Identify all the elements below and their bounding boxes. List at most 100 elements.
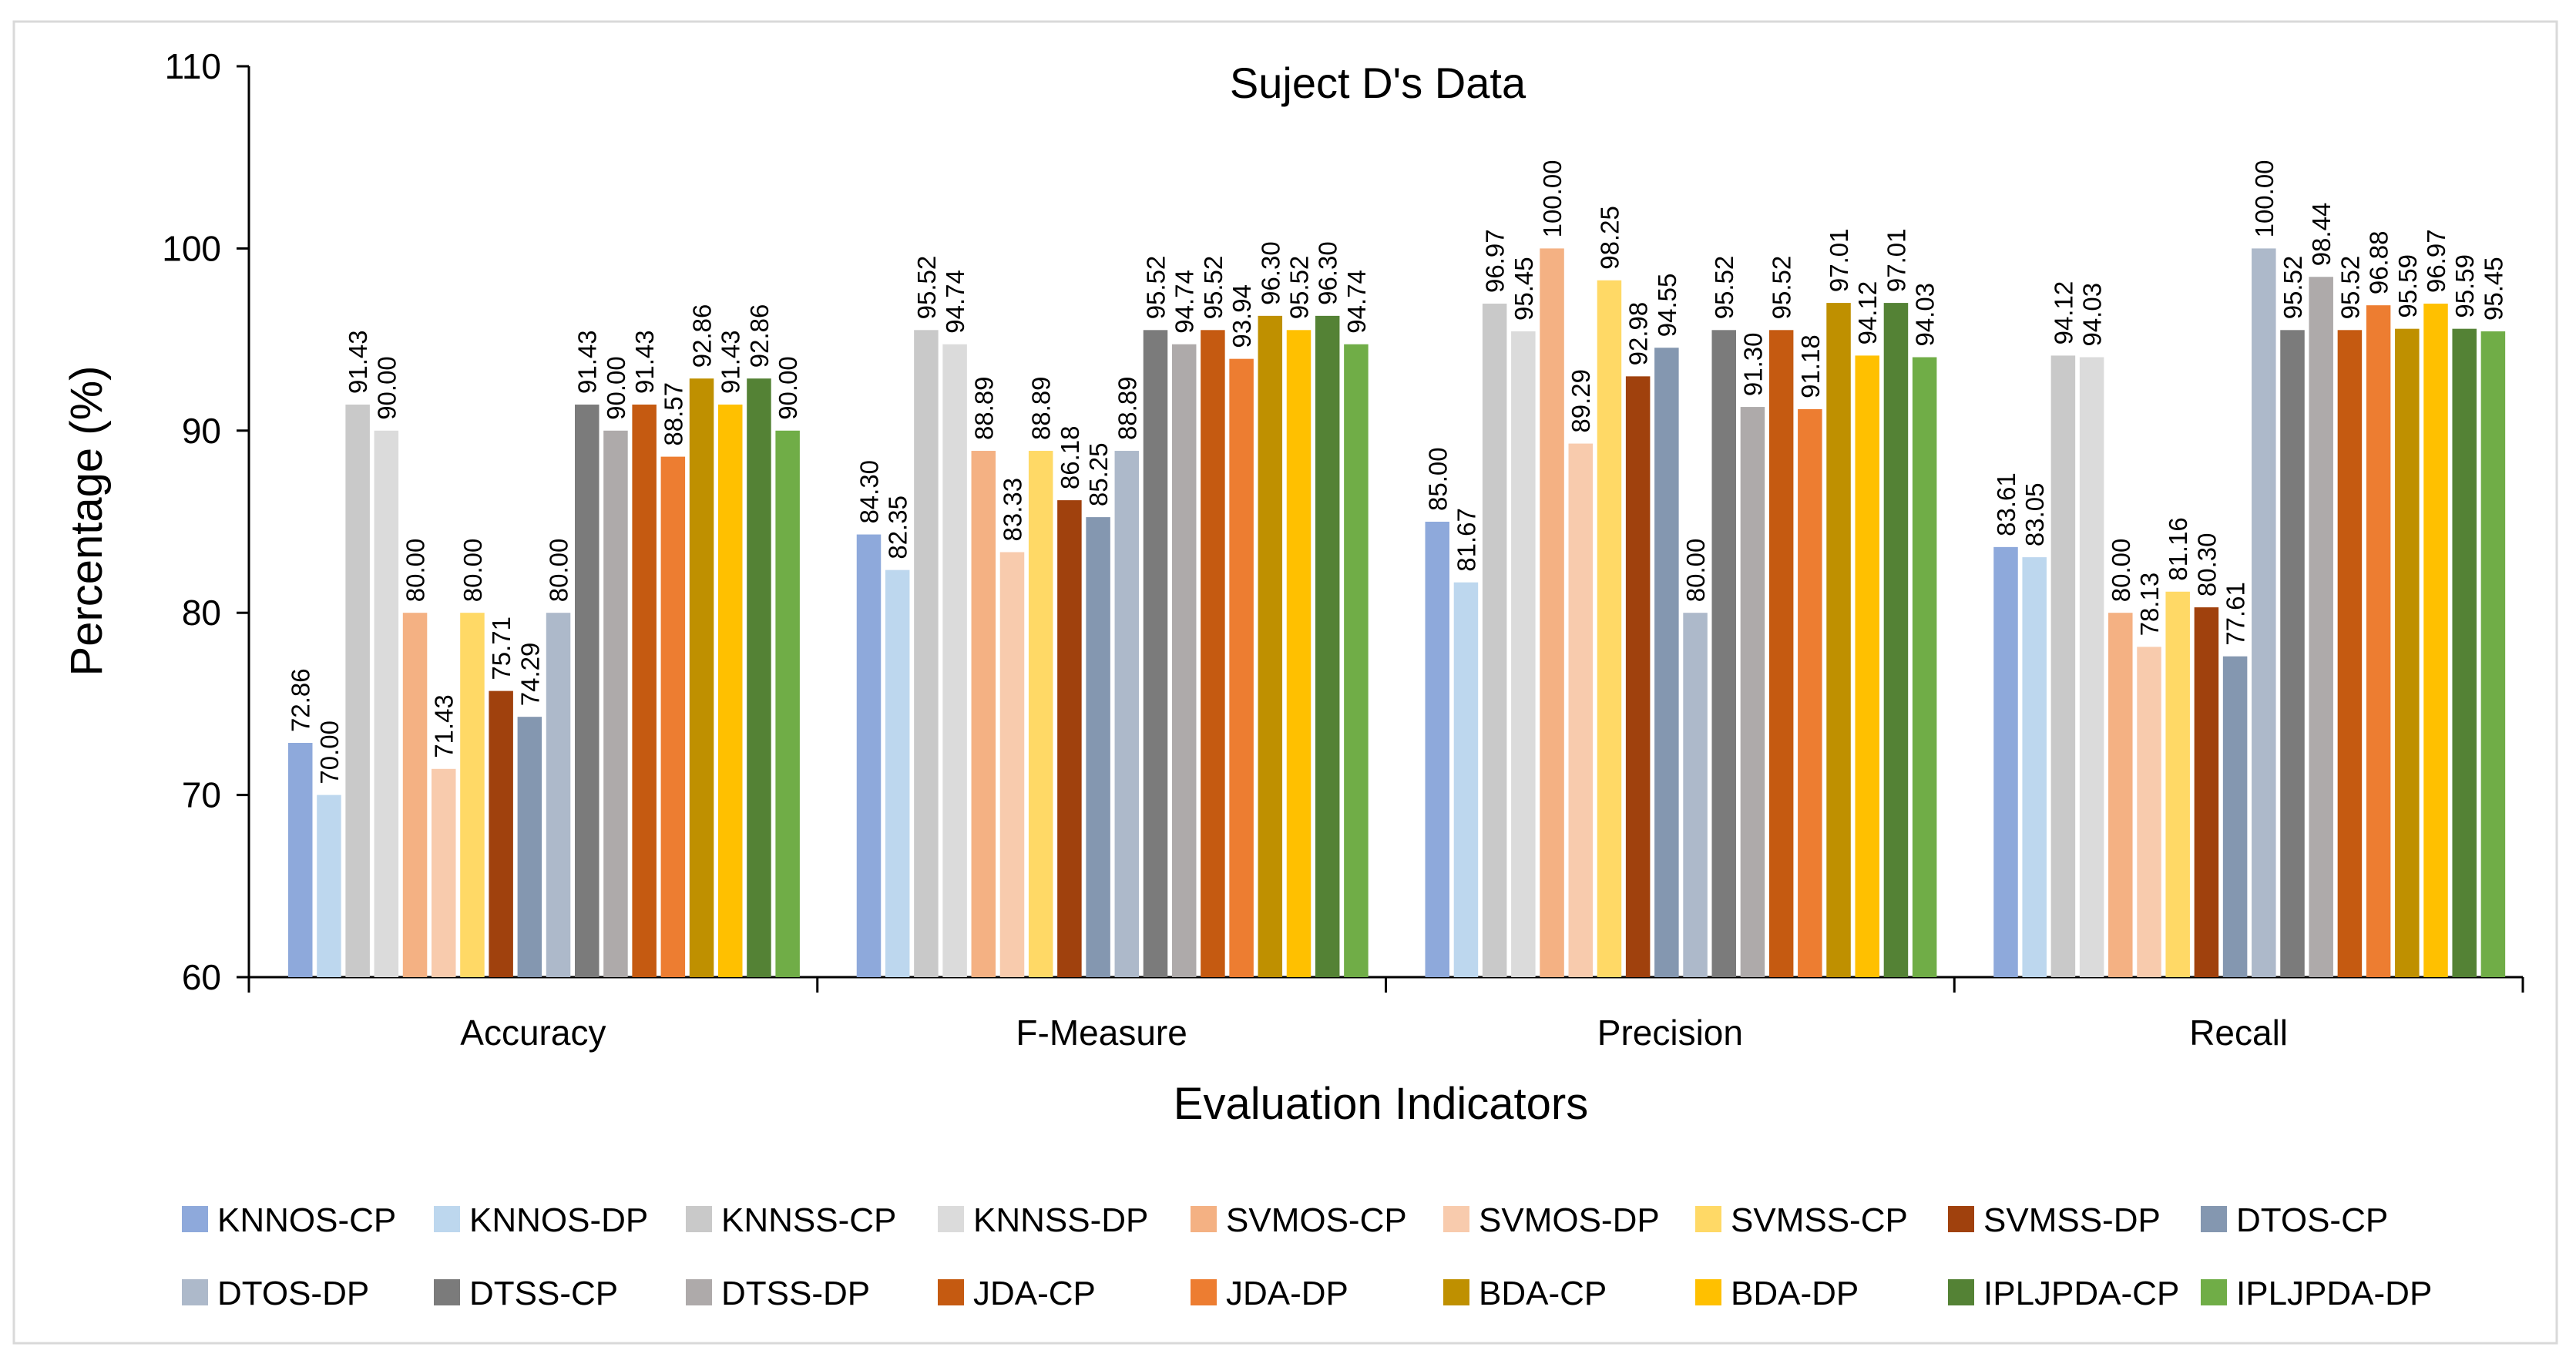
legend-item: KNNOS-DP <box>434 1201 648 1239</box>
data-label: 95.52 <box>1710 256 1738 320</box>
y-axis-title: Percentage (%) <box>62 366 112 677</box>
bar <box>345 404 370 977</box>
data-label: 95.45 <box>2479 257 2507 321</box>
x-tick-label: Accuracy <box>460 1013 606 1053</box>
data-label: 72.86 <box>287 668 315 732</box>
bar <box>660 456 686 977</box>
legend-item: DTOS-CP <box>2201 1201 2388 1239</box>
legend-swatch <box>2201 1279 2227 1305</box>
data-label: 95.52 <box>1142 256 1170 320</box>
data-label: 75.71 <box>487 616 516 680</box>
bar <box>1143 330 1168 977</box>
legend-item: JDA-CP <box>938 1275 1096 1312</box>
data-label: 100.00 <box>1538 160 1567 237</box>
legend-item: KNNOS-CP <box>182 1201 396 1239</box>
data-label: 91.30 <box>1738 332 1767 396</box>
x-tick-label: Precision <box>1597 1013 1743 1053</box>
legend-item: SVMSS-DP <box>1948 1201 2161 1239</box>
bar <box>1912 357 1937 978</box>
data-label: 90.00 <box>774 356 802 420</box>
x-axis-title: Evaluation Indicators <box>1174 1079 1588 1129</box>
data-label: 91.18 <box>1796 334 1825 398</box>
data-label: 80.00 <box>401 539 430 603</box>
data-label: 88.89 <box>969 376 998 440</box>
data-label: 74.29 <box>516 643 544 707</box>
data-label: 90.00 <box>602 356 630 420</box>
bar <box>1654 348 1679 977</box>
bar <box>2137 647 2161 977</box>
legend-label: DTSS-DP <box>721 1275 870 1312</box>
data-label: 92.86 <box>745 304 774 368</box>
data-label: 94.03 <box>2078 283 2107 347</box>
bar <box>2452 328 2477 977</box>
bar <box>775 430 800 977</box>
bar <box>546 613 571 977</box>
bar <box>747 378 771 978</box>
bar <box>1826 303 1851 977</box>
bar <box>2337 330 2363 977</box>
bar <box>317 795 341 977</box>
bar <box>1740 407 1765 977</box>
bar <box>575 404 599 977</box>
y-tick-label: 110 <box>165 46 221 86</box>
bar <box>942 344 967 977</box>
legend-item: DTSS-DP <box>686 1275 870 1312</box>
data-label: 80.00 <box>545 539 573 603</box>
bar <box>1511 331 1536 977</box>
data-label: 90.00 <box>372 356 401 420</box>
bar <box>971 451 996 977</box>
data-label: 96.97 <box>1481 229 1510 293</box>
bar <box>1568 443 1593 977</box>
data-label: 80.00 <box>1681 539 1710 603</box>
legend-label: KNNOS-CP <box>217 1201 396 1239</box>
data-label: 82.35 <box>884 496 912 559</box>
data-label: 95.59 <box>2393 254 2422 318</box>
bar <box>1057 500 1082 977</box>
bar <box>2366 305 2391 977</box>
y-tick-label: 70 <box>182 775 221 815</box>
bar <box>489 690 513 977</box>
bars-layer <box>288 248 2506 978</box>
bar <box>2252 248 2276 977</box>
bar <box>1286 330 1312 977</box>
data-label: 71.43 <box>430 694 458 758</box>
data-label: 94.74 <box>941 270 969 334</box>
bar <box>2480 331 2506 977</box>
bar <box>2423 304 2448 978</box>
data-label: 91.43 <box>344 330 372 394</box>
data-label: 96.30 <box>1256 241 1285 305</box>
bar <box>288 742 313 977</box>
data-label: 95.52 <box>2279 256 2307 320</box>
bar <box>1711 330 1736 977</box>
data-label: 78.13 <box>2135 573 2164 637</box>
legend-item: DTSS-CP <box>434 1275 618 1312</box>
data-label: 95.52 <box>2336 256 2364 320</box>
bar <box>2395 328 2420 977</box>
legend-swatch <box>1443 1279 1469 1305</box>
legend-swatch <box>686 1206 712 1232</box>
data-label: 88.57 <box>659 382 687 446</box>
bar <box>1597 280 1622 977</box>
legend-item: SVMOS-DP <box>1443 1201 1660 1239</box>
bar <box>603 430 628 977</box>
data-label: 94.12 <box>1853 281 1882 345</box>
bar <box>1540 248 1564 977</box>
data-label: 98.25 <box>1595 206 1624 270</box>
data-label: 94.03 <box>1911 283 1940 347</box>
legend-item: KNNSS-DP <box>938 1201 1148 1239</box>
legend-label: BDA-CP <box>1479 1275 1607 1312</box>
legend-swatch <box>182 1279 208 1305</box>
legend-label: JDA-DP <box>1226 1275 1348 1312</box>
legend-swatch <box>182 1206 208 1232</box>
bar <box>402 613 428 977</box>
bar <box>999 552 1025 977</box>
data-label: 95.52 <box>1199 256 1228 320</box>
bar <box>2280 330 2305 977</box>
data-label: 98.44 <box>2307 203 2336 267</box>
data-label: 95.59 <box>2450 254 2479 318</box>
data-label: 80.30 <box>2192 533 2221 597</box>
data-label: 93.94 <box>1228 284 1256 348</box>
data-label: 97.01 <box>1825 228 1853 292</box>
bar <box>1798 408 1822 977</box>
x-tick-label: Recall <box>2189 1013 2288 1053</box>
